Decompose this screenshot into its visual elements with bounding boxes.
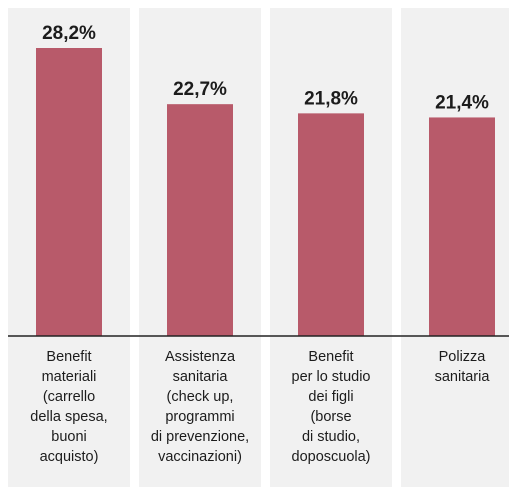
category-label-line: sanitaria [173,369,229,385]
value-label-1: 28,2% [42,23,96,44]
bar-2 [167,104,233,336]
category-label-line: programmi [165,409,234,425]
category-label-line: sanitaria [435,369,491,385]
category-label-line: Assistenza [165,349,236,365]
category-label-line: della spesa, [30,409,107,425]
category-label-line: (carrello [43,389,95,405]
value-label-2: 22,7% [173,79,227,100]
category-label-line: buoni [51,429,86,445]
bar-3 [298,113,364,337]
category-label-line: acquisto) [40,449,99,465]
category-label-line: Benefit [46,349,91,365]
category-label-line: (borse [310,409,351,425]
category-label-line: Polizza [439,349,487,365]
category-label-line: (check up, [167,389,234,405]
bar-4 [429,117,495,336]
category-label-2: Assistenza sanitaria (check up, programmi di… [151,349,249,465]
category-label-line: di studio, [302,429,360,445]
value-label-4: 21,4% [435,92,489,113]
category-label-1: Benefit materiali (carrello della spesa, buo… [30,349,107,465]
bar-1 [36,48,102,336]
category-label-line: di prevenzione, [151,429,249,445]
category-label-line: vaccinazioni) [158,449,242,465]
category-label-4: Polizza sanitaria [435,349,491,385]
category-label-line: dei figli [308,389,353,405]
category-label-line: materiali [42,369,97,385]
category-label-line: doposcuola) [292,449,371,465]
category-label-3: Benefit per lo studio dei figli (borse di st… [292,349,371,465]
value-label-3: 21,8% [304,88,358,109]
category-label-line: per lo studio [292,369,371,385]
category-label-line: Benefit [308,349,353,365]
